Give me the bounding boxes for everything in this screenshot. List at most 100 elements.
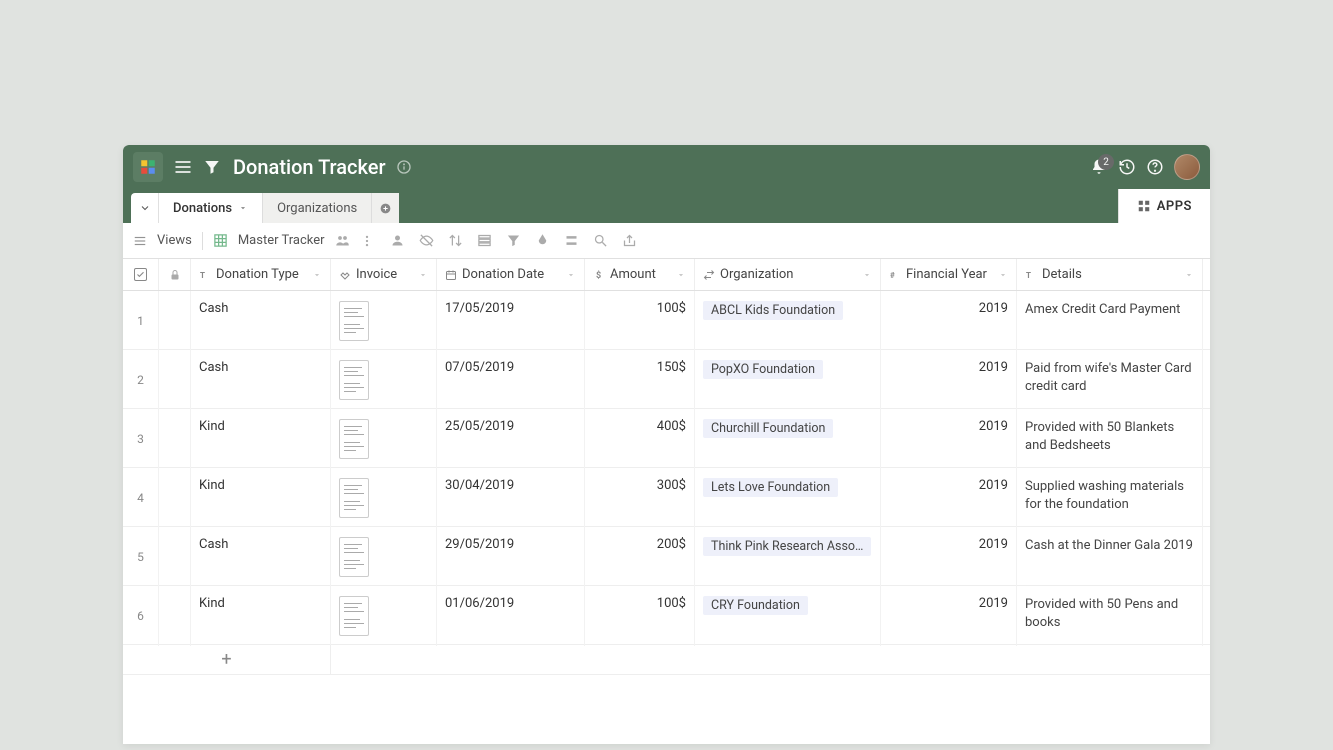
column-header-organization[interactable]: Organization bbox=[695, 259, 881, 290]
cell-donation-date[interactable]: 25/05/2019 bbox=[437, 409, 585, 469]
row-lock-cell bbox=[159, 527, 191, 587]
column-header-donation-type[interactable]: T Donation Type bbox=[191, 259, 331, 290]
column-header-amount[interactable]: $ Amount bbox=[585, 259, 695, 290]
select-all-checkbox[interactable] bbox=[123, 259, 159, 290]
organization-tag[interactable]: PopXO Foundation bbox=[703, 360, 823, 379]
table-row[interactable]: 1 Cash 17/05/2019 100$ ABCL Kids Foundat… bbox=[123, 291, 1210, 350]
share-users-icon[interactable] bbox=[335, 233, 350, 248]
column-header-invoice[interactable]: Invoice bbox=[331, 259, 437, 290]
invoice-thumbnail[interactable] bbox=[339, 478, 369, 518]
cell-organization[interactable]: Churchill Foundation bbox=[695, 409, 881, 469]
cell-details[interactable]: Provided with 50 Pens and books bbox=[1017, 586, 1203, 646]
cell-financial-year[interactable]: 2019 bbox=[881, 527, 1017, 587]
filter-icon[interactable] bbox=[203, 158, 221, 176]
cell-financial-year[interactable]: 2019 bbox=[881, 468, 1017, 528]
cell-details[interactable]: Supplied washing materials for the found… bbox=[1017, 468, 1203, 528]
cell-invoice[interactable] bbox=[331, 409, 437, 469]
organization-tag[interactable]: Lets Love Foundation bbox=[703, 478, 838, 497]
cell-details[interactable]: Paid from wife's Master Card credit card bbox=[1017, 350, 1203, 410]
app-logo[interactable] bbox=[133, 152, 163, 182]
cell-amount[interactable]: 400$ bbox=[585, 409, 695, 469]
cell-donation-date[interactable]: 29/05/2019 bbox=[437, 527, 585, 587]
cell-details[interactable]: Cash at the Dinner Gala 2019 bbox=[1017, 527, 1203, 587]
cell-invoice[interactable] bbox=[331, 527, 437, 587]
export-icon[interactable] bbox=[622, 233, 637, 248]
row-number: 5 bbox=[123, 527, 159, 587]
table-row[interactable]: 3 Kind 25/05/2019 400$ Churchill Foundat… bbox=[123, 409, 1210, 468]
cell-details[interactable]: Amex Credit Card Payment bbox=[1017, 291, 1203, 351]
cell-organization[interactable]: Think Pink Research Asso… bbox=[695, 527, 881, 587]
cell-donation-type[interactable]: Cash bbox=[191, 527, 331, 587]
cell-invoice[interactable] bbox=[331, 468, 437, 528]
column-header-donation-date[interactable]: Donation Date bbox=[437, 259, 585, 290]
add-row[interactable]: + bbox=[123, 645, 1210, 675]
info-icon[interactable] bbox=[396, 159, 412, 175]
cell-financial-year[interactable]: 2019 bbox=[881, 586, 1017, 646]
tabs-expand-button[interactable] bbox=[131, 193, 159, 223]
group-icon[interactable] bbox=[477, 233, 492, 248]
cell-organization[interactable]: Lets Love Foundation bbox=[695, 468, 881, 528]
cell-organization[interactable]: CRY Foundation bbox=[695, 586, 881, 646]
cell-amount[interactable]: 300$ bbox=[585, 468, 695, 528]
hide-columns-icon[interactable] bbox=[419, 233, 434, 248]
view-name[interactable]: Master Tracker bbox=[238, 233, 325, 248]
more-icon[interactable] bbox=[360, 234, 374, 248]
menu-icon[interactable] bbox=[173, 157, 193, 177]
apps-button[interactable]: APPS bbox=[1118, 189, 1210, 223]
cell-donation-type[interactable]: Kind bbox=[191, 586, 331, 646]
row-height-icon[interactable] bbox=[564, 233, 579, 248]
help-icon[interactable] bbox=[1146, 158, 1164, 176]
cell-invoice[interactable] bbox=[331, 291, 437, 351]
cell-financial-year[interactable]: 2019 bbox=[881, 291, 1017, 351]
invoice-thumbnail[interactable] bbox=[339, 301, 369, 341]
invoice-thumbnail[interactable] bbox=[339, 419, 369, 459]
cell-details[interactable]: Provided with 50 Blankets and Bedsheets bbox=[1017, 409, 1203, 469]
cell-amount[interactable]: 200$ bbox=[585, 527, 695, 587]
history-icon[interactable] bbox=[1118, 158, 1136, 176]
sort-icon[interactable] bbox=[448, 233, 463, 248]
color-icon[interactable] bbox=[535, 233, 550, 248]
organization-tag[interactable]: CRY Foundation bbox=[703, 596, 808, 615]
invoice-thumbnail[interactable] bbox=[339, 596, 369, 636]
table-row[interactable]: 5 Cash 29/05/2019 200$ Think Pink Resear… bbox=[123, 527, 1210, 586]
organization-tag[interactable]: Think Pink Research Asso… bbox=[703, 537, 871, 556]
cell-organization[interactable]: PopXO Foundation bbox=[695, 350, 881, 410]
cell-amount[interactable]: 150$ bbox=[585, 350, 695, 410]
filter-toolbar-icon[interactable] bbox=[506, 233, 521, 248]
tab-donations[interactable]: Donations bbox=[159, 193, 262, 223]
invoice-thumbnail[interactable] bbox=[339, 360, 369, 400]
cell-donation-type[interactable]: Kind bbox=[191, 409, 331, 469]
cell-donation-type[interactable]: Cash bbox=[191, 350, 331, 410]
table-row[interactable]: 2 Cash 07/05/2019 150$ PopXO Foundation … bbox=[123, 350, 1210, 409]
cell-amount[interactable]: 100$ bbox=[585, 291, 695, 351]
column-header-details[interactable]: T Details bbox=[1017, 259, 1203, 290]
organization-tag[interactable]: ABCL Kids Foundation bbox=[703, 301, 843, 320]
views-menu-icon[interactable] bbox=[133, 234, 147, 248]
notifications-icon[interactable]: 2 bbox=[1090, 158, 1108, 176]
cell-financial-year[interactable]: 2019 bbox=[881, 350, 1017, 410]
tab-organizations[interactable]: Organizations bbox=[262, 193, 371, 223]
table-row[interactable]: 4 Kind 30/04/2019 300$ Lets Love Foundat… bbox=[123, 468, 1210, 527]
collaborators-icon[interactable] bbox=[390, 233, 405, 248]
cell-donation-type[interactable]: Cash bbox=[191, 291, 331, 351]
cell-amount[interactable]: 100$ bbox=[585, 586, 695, 646]
cell-donation-type[interactable]: Kind bbox=[191, 468, 331, 528]
cell-invoice[interactable] bbox=[331, 586, 437, 646]
grid-view-icon[interactable] bbox=[213, 233, 228, 248]
table-row[interactable]: 6 Kind 01/06/2019 100$ CRY Foundation 20… bbox=[123, 586, 1210, 645]
organization-tag[interactable]: Churchill Foundation bbox=[703, 419, 833, 438]
invoice-thumbnail[interactable] bbox=[339, 537, 369, 577]
cell-organization[interactable]: ABCL Kids Foundation bbox=[695, 291, 881, 351]
cell-invoice[interactable] bbox=[331, 350, 437, 410]
cell-donation-date[interactable]: 01/06/2019 bbox=[437, 586, 585, 646]
search-icon[interactable] bbox=[593, 233, 608, 248]
cell-donation-date[interactable]: 30/04/2019 bbox=[437, 468, 585, 528]
column-header-financial-year[interactable]: # Financial Year bbox=[881, 259, 1017, 290]
avatar[interactable] bbox=[1174, 154, 1200, 180]
add-tab-button[interactable] bbox=[371, 193, 399, 223]
cell-donation-date[interactable]: 17/05/2019 bbox=[437, 291, 585, 351]
cell-financial-year[interactable]: 2019 bbox=[881, 409, 1017, 469]
cell-donation-date[interactable]: 07/05/2019 bbox=[437, 350, 585, 410]
views-label[interactable]: Views bbox=[157, 233, 192, 248]
add-row-icon[interactable]: + bbox=[123, 645, 331, 674]
